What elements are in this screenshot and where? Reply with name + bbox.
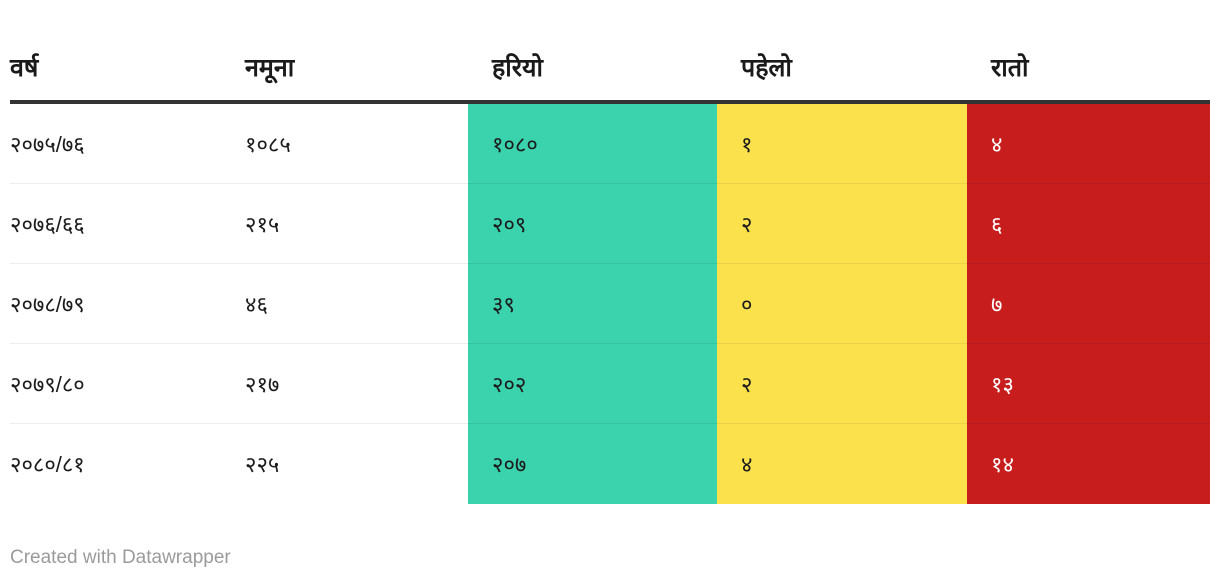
cell-red: ७ <box>967 264 1210 344</box>
cell-year: २०७९/८० <box>10 344 245 424</box>
cell-green: २०७ <box>468 424 717 504</box>
datawrapper-credit-link[interactable]: Created with Datawrapper <box>10 547 231 568</box>
cell-yellow: ४ <box>717 424 967 504</box>
cell-sample: २१७ <box>245 344 468 424</box>
cell-year: २०७८/७९ <box>10 264 245 344</box>
cell-red: १४ <box>967 424 1210 504</box>
cell-year: २०७६/६६ <box>10 184 245 264</box>
cell-green: २०९ <box>468 184 717 264</box>
cell-sample: २१५ <box>245 184 468 264</box>
cell-green: १०८० <box>468 104 717 184</box>
cell-green: २०२ <box>468 344 717 424</box>
column-header-sample: नमूना <box>245 53 295 82</box>
cell-red: ६ <box>967 184 1210 264</box>
column-header-red: रातो <box>991 53 1029 82</box>
cell-year: २०८०/८१ <box>10 452 85 477</box>
cell-yellow: १ <box>717 104 967 184</box>
cell-year: २०७५/७६ <box>10 104 245 184</box>
table-body: २०७५/७६ १०८५ १०८० १ ४ २०७६/६६ २१५ २०९ २ … <box>10 104 1210 504</box>
cell-red: १३ <box>967 344 1210 424</box>
cell-green: ३९ <box>468 264 717 344</box>
column-header-green: हरियो <box>492 53 543 82</box>
cell-red: ४ <box>967 104 1210 184</box>
table-row: २०८०/८१ २२५ २०७ ४ १४ <box>10 424 1210 504</box>
table-header-row: वर्ष नमूना हरियो पहेलो रातो <box>10 0 1210 100</box>
table-row: २०७८/७९ ४६ ३९ ० ७ <box>10 264 1210 344</box>
cell-sample: ४६ <box>245 264 468 344</box>
cell-sample: १०८५ <box>245 104 468 184</box>
table-row: २०७९/८० २१७ २०२ २ १३ <box>10 344 1210 424</box>
cell-yellow: २ <box>717 344 967 424</box>
column-header-year: वर्ष <box>10 53 39 82</box>
header-rule <box>10 100 1210 104</box>
cell-yellow: ० <box>717 264 967 344</box>
table-row: २०७६/६६ २१५ २०९ २ ६ <box>10 184 1210 264</box>
cell-yellow: २ <box>717 184 967 264</box>
column-header-yellow: पहेलो <box>741 53 792 82</box>
attribution: Created with Datawrapper <box>10 547 1210 569</box>
table-row: २०७५/७६ १०८५ १०८० १ ४ <box>10 104 1210 184</box>
cell-sample: २२५ <box>245 452 280 477</box>
